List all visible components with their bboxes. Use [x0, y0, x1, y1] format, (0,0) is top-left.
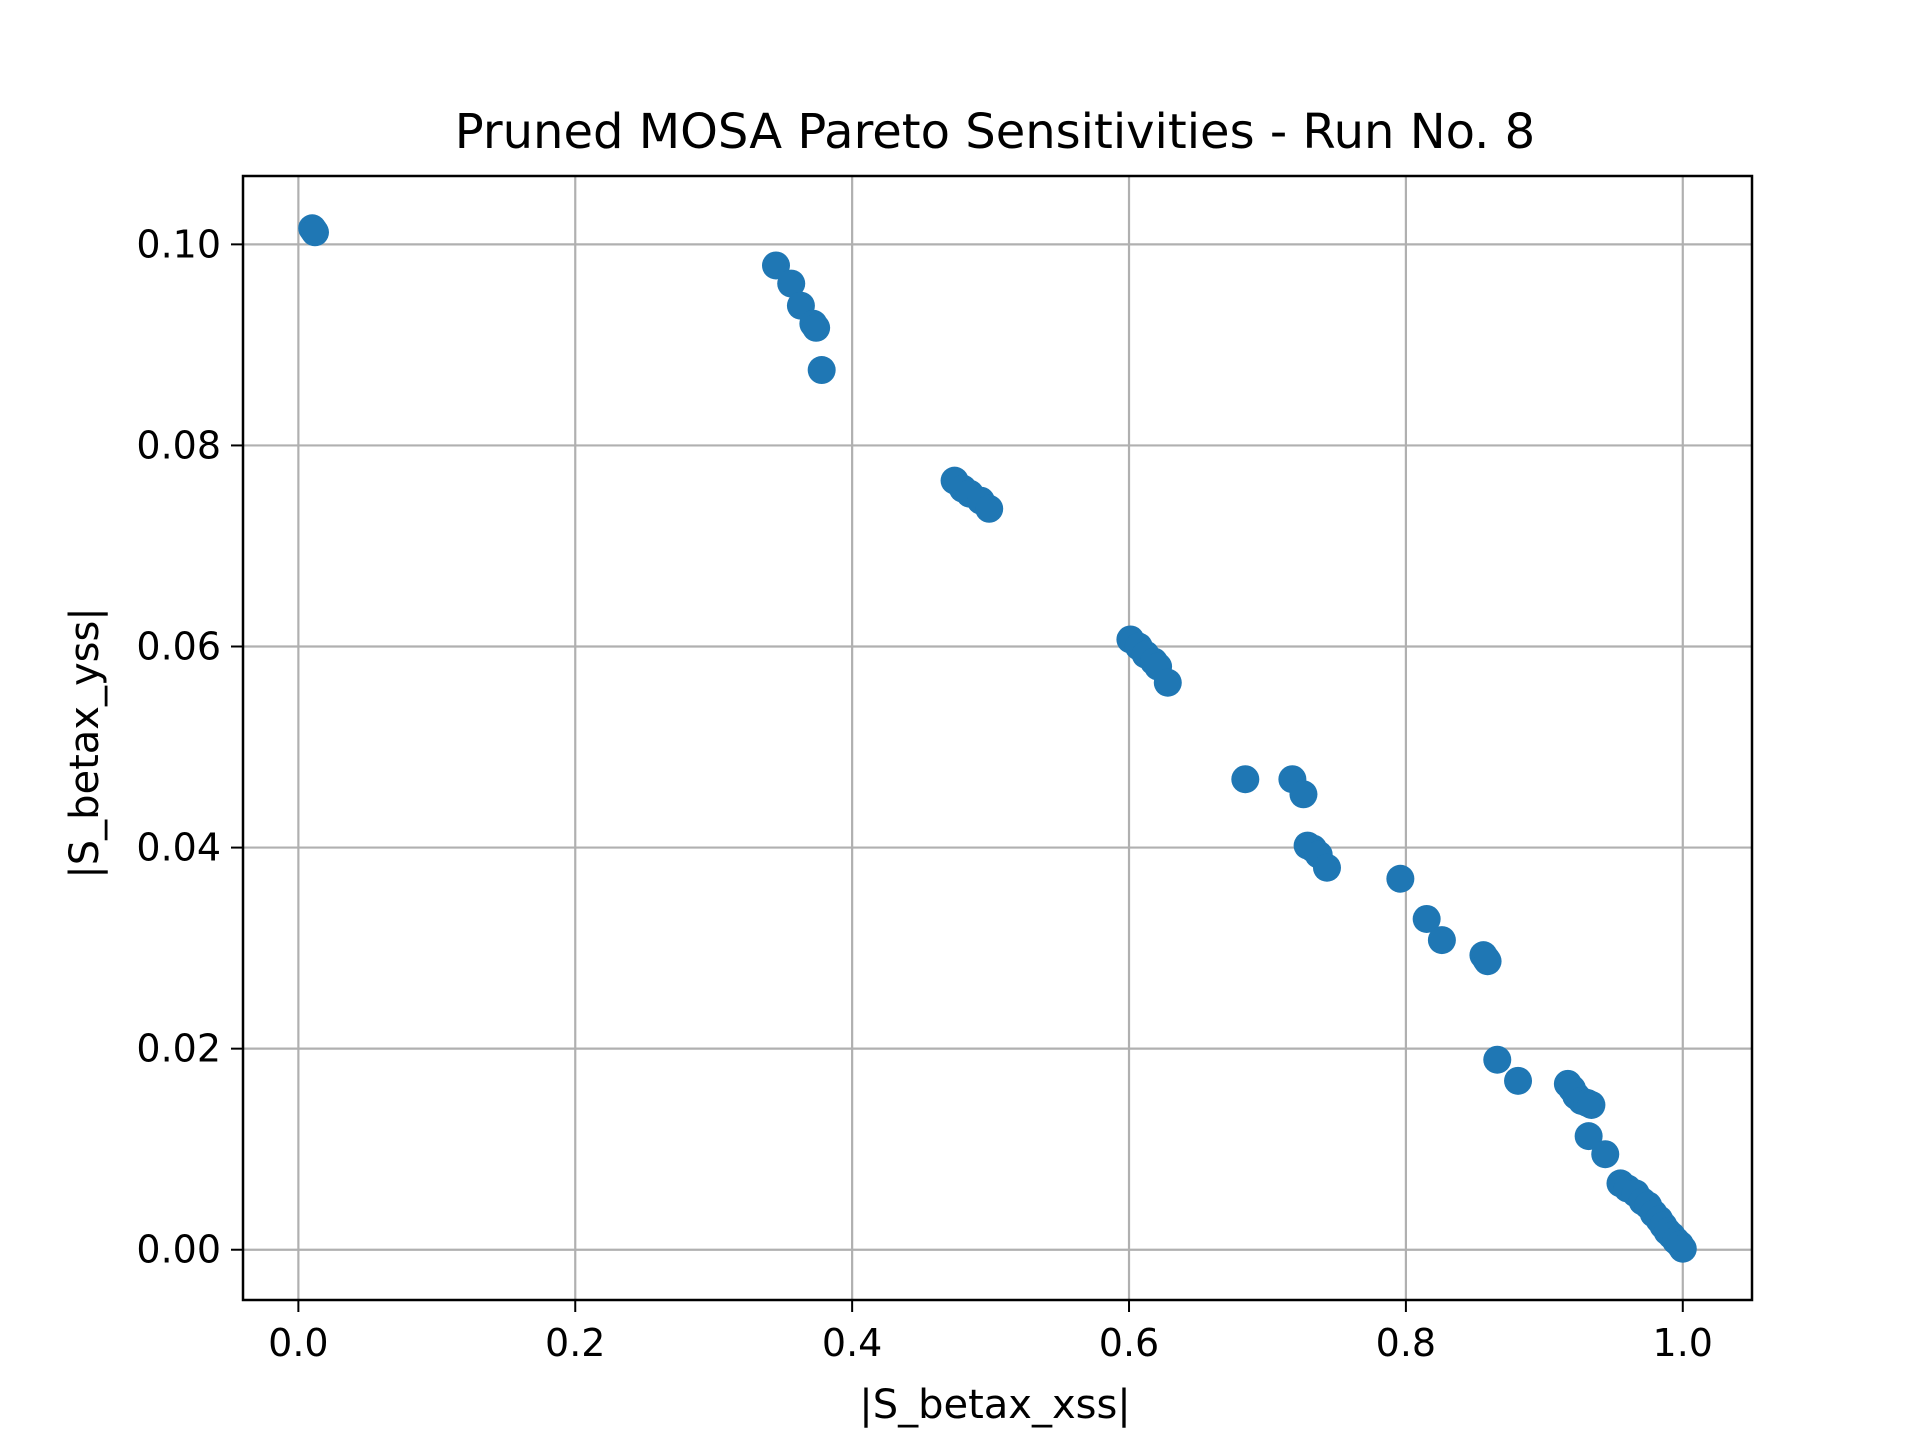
y-axis-ticks [231, 243, 243, 1251]
data-point [1577, 1090, 1606, 1119]
data-point [1668, 1234, 1697, 1263]
y-tick-label: 0.02 [136, 1027, 221, 1071]
chart-title: Pruned MOSA Pareto Sensitivities - Run N… [455, 104, 1535, 160]
data-point [777, 269, 806, 298]
x-tick-label: 0.4 [822, 1321, 882, 1365]
x-axis-label: |S_betax_xss| [859, 1382, 1131, 1428]
data-point [1153, 668, 1182, 697]
data-point [807, 356, 836, 385]
x-tick-label: 0.8 [1376, 1321, 1436, 1365]
data-point [1483, 1045, 1512, 1074]
y-tick-label: 0.08 [136, 423, 221, 467]
data-point [1427, 926, 1456, 955]
data-point [1591, 1140, 1620, 1169]
grid-lines [243, 176, 1752, 1300]
y-tick-label: 0.10 [136, 222, 221, 266]
data-point [1312, 853, 1341, 882]
data-points [298, 214, 1697, 1263]
plot-frame [241, 174, 1754, 1302]
data-point [300, 218, 329, 247]
x-tick-label: 0.6 [1099, 1321, 1159, 1365]
y-tick-label: 0.00 [136, 1228, 221, 1272]
y-axis-label: |S_betax_yss| [62, 607, 108, 879]
x-axis-ticks [297, 1300, 1684, 1312]
data-point [1386, 864, 1415, 893]
data-point [1412, 904, 1441, 933]
y-tick-label: 0.06 [136, 625, 221, 669]
x-tick-label: 0.2 [545, 1321, 605, 1365]
data-point [1289, 780, 1318, 809]
data-point [802, 313, 831, 342]
data-point [975, 494, 1004, 523]
x-tick-label: 0.0 [268, 1321, 328, 1365]
y-tick-label: 0.04 [136, 826, 221, 870]
data-point [1504, 1066, 1533, 1095]
data-point [1473, 947, 1502, 976]
data-point [1574, 1122, 1603, 1151]
data-point [1231, 765, 1260, 794]
x-tick-label: 1.0 [1653, 1321, 1713, 1365]
